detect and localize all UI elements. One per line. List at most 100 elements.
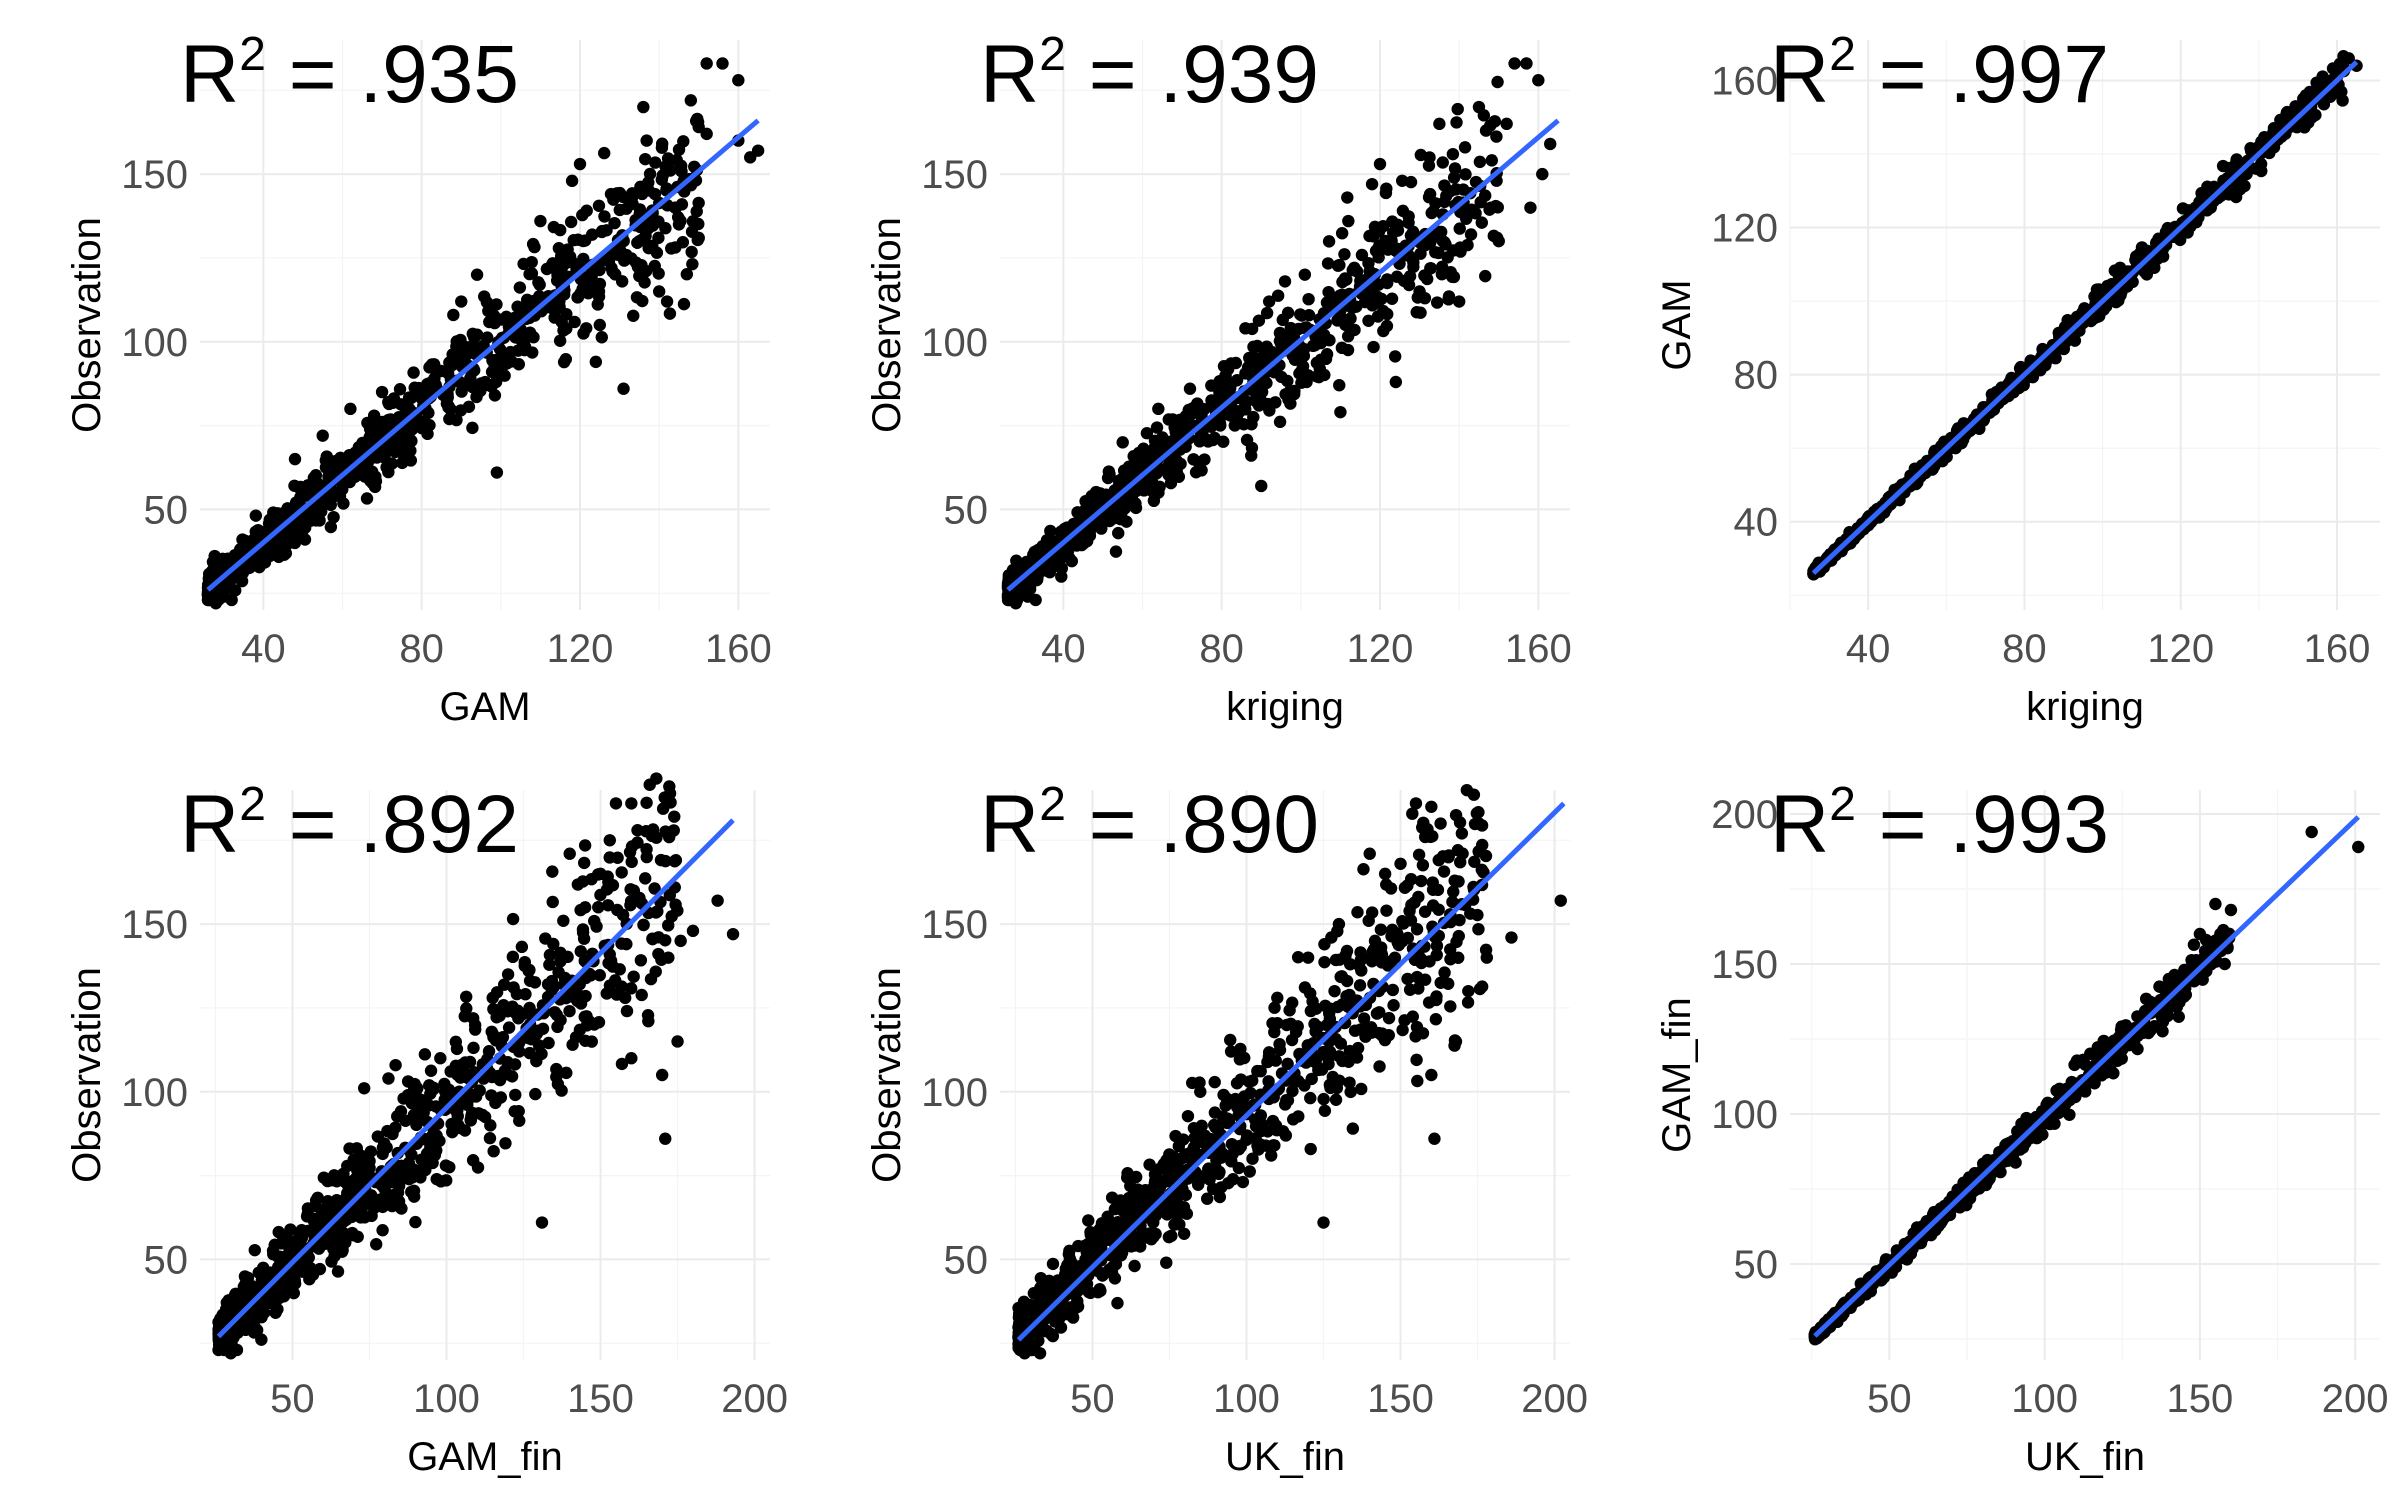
data-point	[546, 865, 559, 878]
data-point	[1436, 156, 1449, 169]
data-point	[1505, 931, 1518, 944]
r-squared-prefix: R	[180, 779, 239, 870]
data-point	[1279, 388, 1292, 401]
data-point	[460, 990, 473, 1003]
data-point	[1046, 1257, 1060, 1271]
data-point	[1374, 923, 1388, 936]
data-point	[1162, 1230, 1176, 1244]
data-point	[566, 1038, 579, 1051]
data-point	[397, 440, 410, 453]
data-point	[1254, 1065, 1267, 1078]
data-point	[676, 236, 690, 249]
data-point	[1472, 100, 1486, 114]
data-point	[1298, 981, 1312, 994]
data-point	[463, 375, 476, 388]
data-point	[1217, 360, 1231, 373]
data-point	[1373, 157, 1387, 171]
data-point	[1217, 1088, 1230, 1102]
x-tick-label: 150	[567, 1377, 634, 1421]
data-point	[450, 413, 463, 427]
data-point	[649, 156, 662, 169]
data-point	[593, 318, 606, 332]
data-point	[1278, 275, 1292, 288]
data-point	[1454, 855, 1467, 869]
data-point	[389, 1058, 402, 1072]
data-point	[664, 796, 677, 809]
data-point	[1315, 1063, 1329, 1076]
data-point	[1438, 236, 1451, 249]
data-point	[1395, 174, 1409, 187]
x-tick-label: 200	[2322, 1377, 2389, 1421]
data-point	[625, 840, 639, 853]
data-point	[451, 1068, 464, 1081]
data-point	[334, 451, 347, 464]
data-point	[1478, 189, 1492, 202]
data-point	[1304, 1142, 1317, 1156]
data-point	[1234, 1073, 1248, 1086]
data-point	[303, 1272, 316, 1286]
data-point	[1181, 1109, 1195, 1123]
data-point	[376, 1141, 390, 1154]
data-point	[1520, 57, 1533, 70]
data-point	[1355, 248, 1369, 262]
data-point	[615, 866, 628, 879]
data-point	[364, 1145, 378, 1158]
y-tick-label: 150	[1711, 943, 1778, 987]
data-point	[1116, 436, 1129, 449]
r-squared-value: = .935	[266, 29, 519, 120]
data-point	[1365, 177, 1379, 191]
data-points	[1001, 57, 1557, 610]
data-point	[594, 888, 607, 902]
data-point	[665, 910, 678, 923]
data-point	[248, 1243, 261, 1257]
data-point	[1363, 847, 1376, 860]
data-point	[603, 834, 616, 847]
data-point	[1441, 977, 1455, 990]
data-point	[531, 1024, 545, 1038]
data-point	[1376, 220, 1390, 233]
data-point	[554, 223, 567, 237]
data-point	[1371, 290, 1384, 303]
data-point	[1295, 376, 1308, 389]
data-point	[1343, 1076, 1356, 1089]
data-point	[1208, 431, 1221, 445]
data-point	[646, 932, 659, 945]
data-point	[637, 918, 650, 932]
data-point	[1413, 285, 1426, 298]
data-point	[1137, 484, 1151, 497]
data-point	[1442, 849, 1456, 862]
x-axis-title: GAM_fin	[407, 1435, 563, 1479]
data-point	[1046, 558, 1059, 572]
data-point	[569, 984, 582, 997]
data-point	[344, 402, 357, 416]
data-point	[1289, 1025, 1303, 1039]
data-point	[1387, 999, 1400, 1012]
data-point	[1302, 309, 1316, 322]
data-point	[1245, 449, 1258, 462]
data-point	[594, 867, 607, 881]
data-point	[1432, 903, 1445, 916]
data-point	[1308, 339, 1322, 352]
data-point	[1099, 488, 1112, 502]
data-point	[1536, 167, 1549, 181]
data-point	[1276, 313, 1289, 327]
data-point	[1366, 945, 1379, 958]
data-point	[324, 520, 338, 534]
data-point	[1243, 1165, 1256, 1178]
data-point	[495, 313, 508, 326]
x-tick-label: 160	[2304, 627, 2371, 671]
data-point	[1122, 460, 1136, 473]
data-point	[434, 1052, 447, 1065]
data-point	[510, 987, 524, 1001]
data-point	[2140, 268, 2154, 281]
data-point	[603, 851, 616, 864]
data-point	[1013, 1312, 1026, 1325]
data-points	[1808, 825, 2365, 1346]
data-point	[1232, 406, 1246, 419]
data-point	[350, 1142, 363, 1155]
data-point	[1451, 102, 1464, 116]
data-point	[230, 1343, 244, 1357]
data-point	[1554, 894, 1567, 907]
data-point	[493, 351, 507, 365]
